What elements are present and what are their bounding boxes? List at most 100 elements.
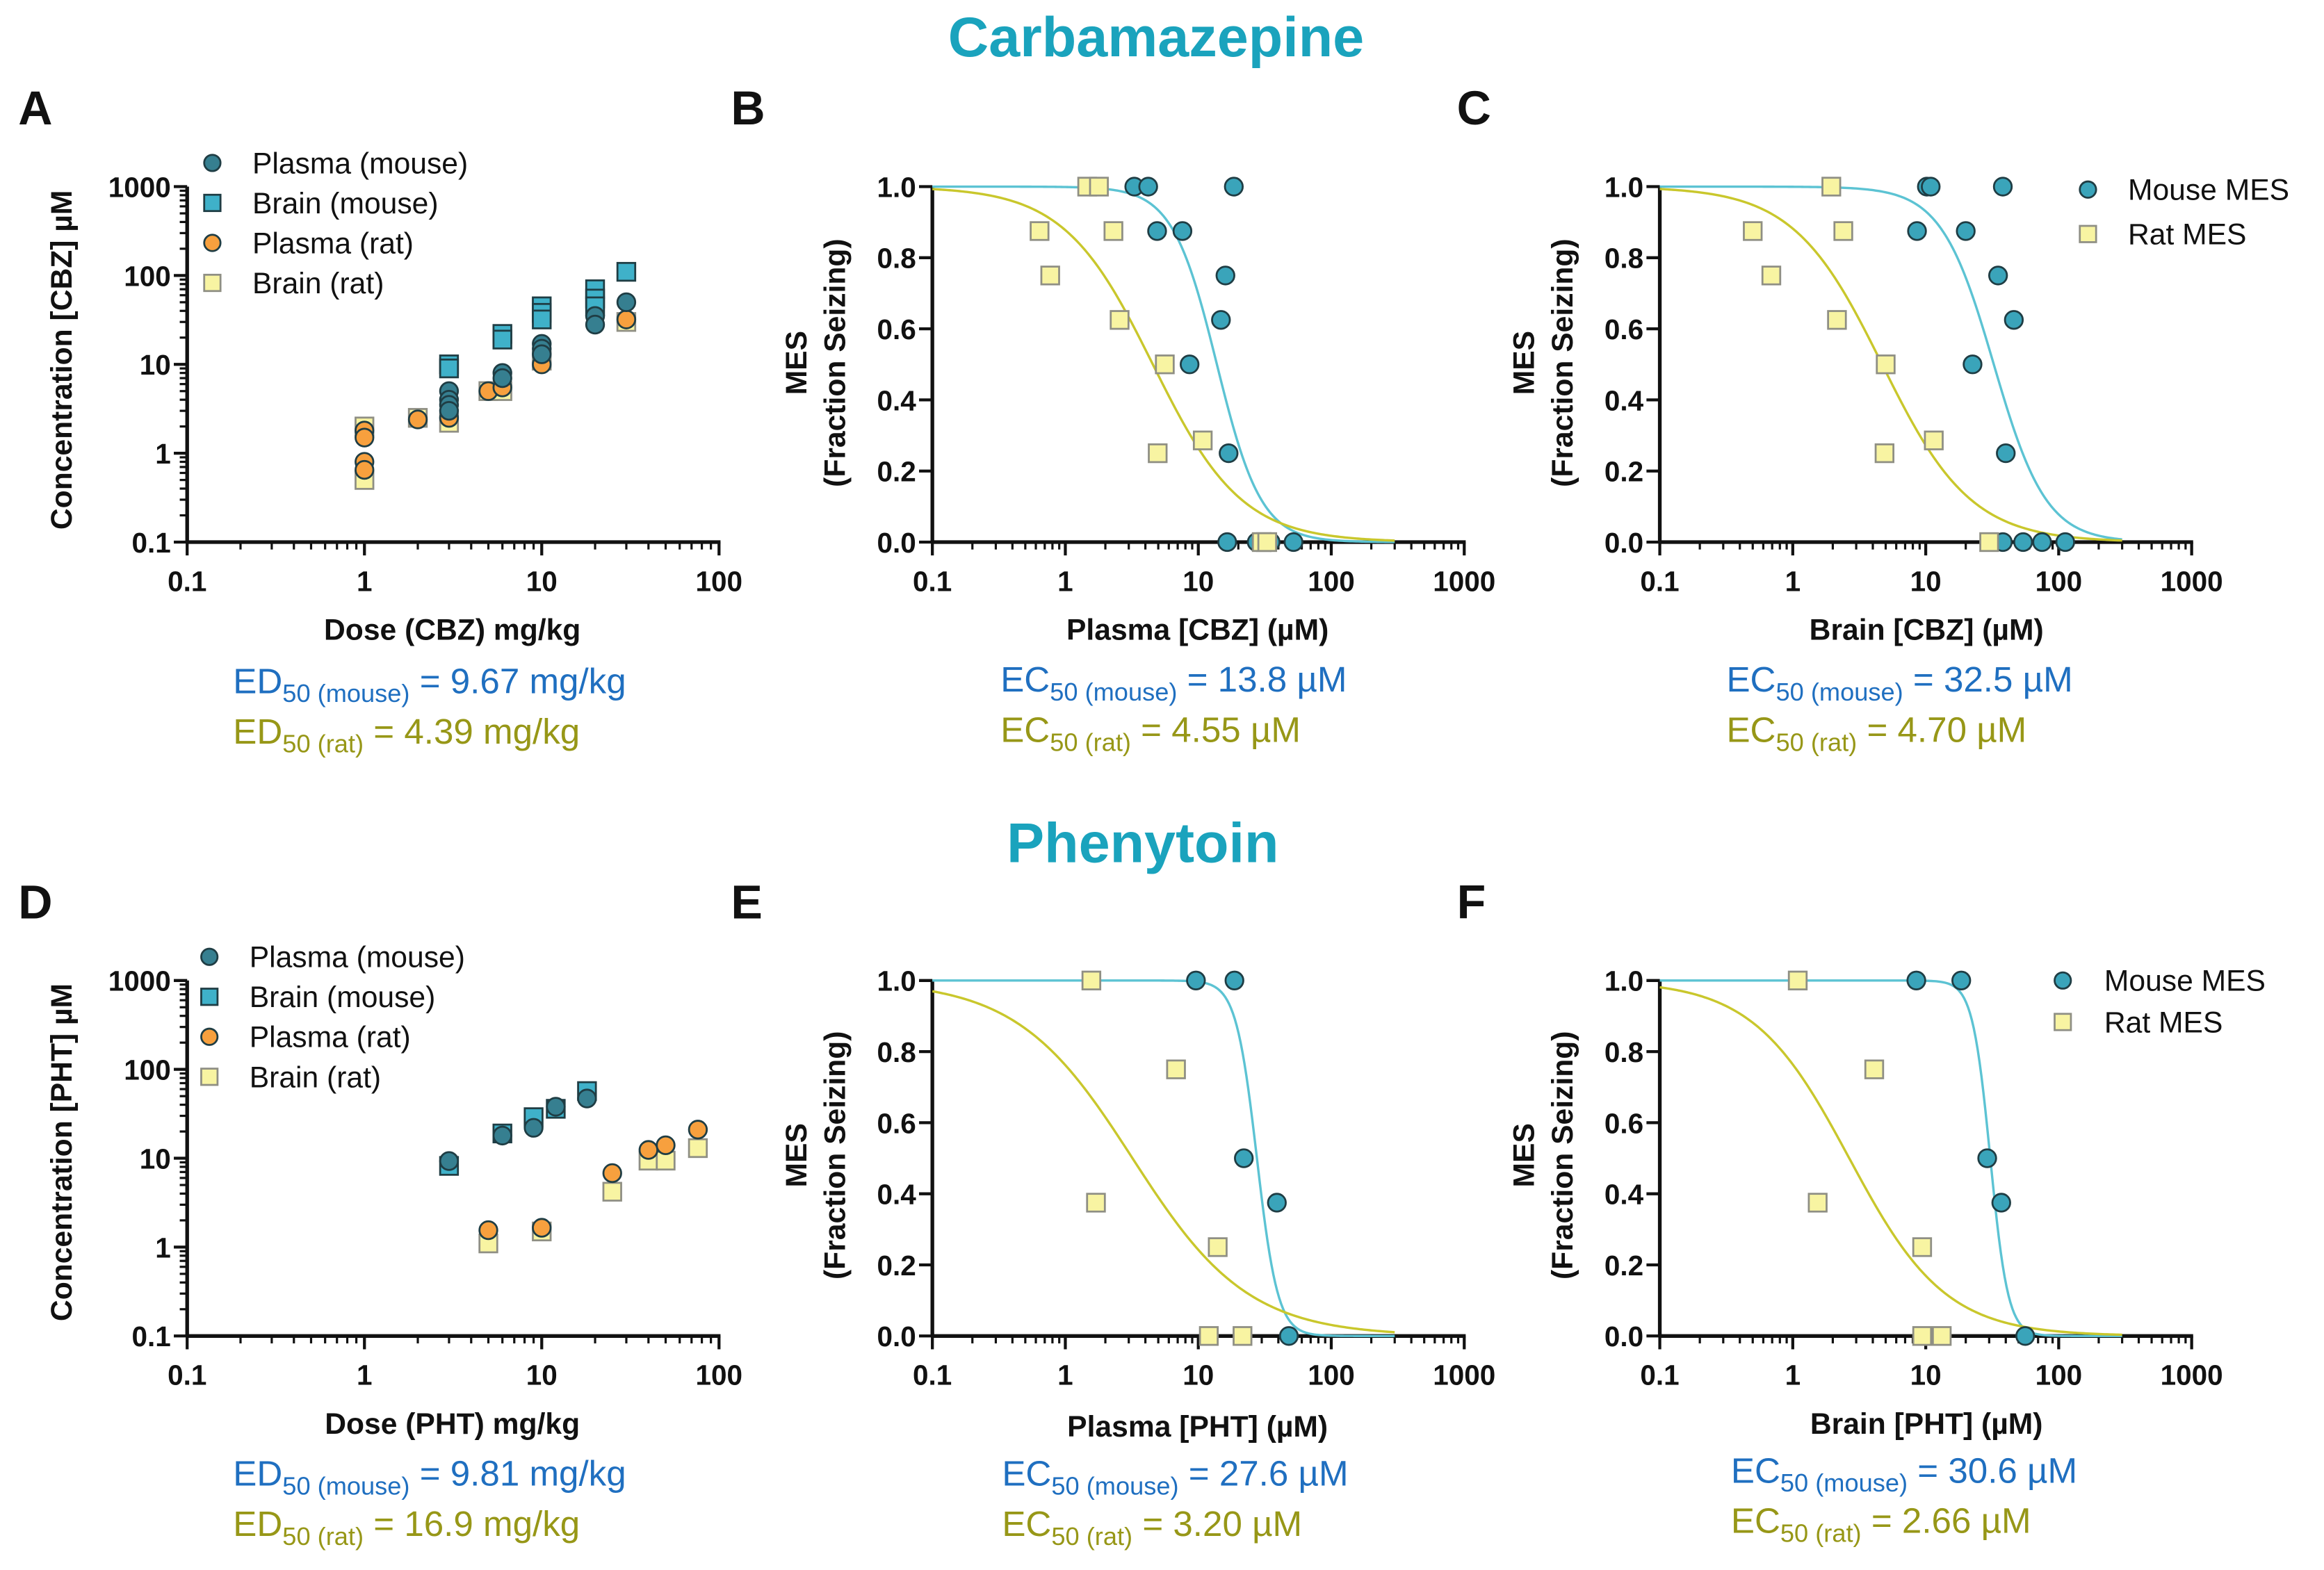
data-point-circle xyxy=(523,1118,544,1138)
data-point-square xyxy=(1821,177,1842,197)
y-tick-label: 0.4 xyxy=(877,384,916,416)
annotation-subscript: 50 (rat) xyxy=(282,1522,364,1551)
annotation-value: = 4.55 µM xyxy=(1131,710,1301,750)
x-tick-label: 100 xyxy=(1308,1359,1355,1391)
data-point-circle xyxy=(1186,970,1206,990)
data-point-circle xyxy=(439,400,460,421)
y-tick-label: 100 xyxy=(124,260,171,292)
y-tick-label: 0.6 xyxy=(1604,1107,1643,1139)
legend-label: Mouse MES xyxy=(2104,965,2266,998)
ec50-annotation: ED50 (rat) = 16.9 mg/kg xyxy=(233,1504,580,1551)
x-axis-label: Dose (PHT) mg/kg xyxy=(325,1407,580,1441)
ec50-annotation: ED50 (mouse) = 9.67 mg/kg xyxy=(233,661,626,708)
data-point-circle xyxy=(1215,265,1235,286)
legend-label: Mouse MES xyxy=(2128,174,2289,207)
legend-marker-square xyxy=(203,273,222,293)
data-point-circle xyxy=(1977,1148,1997,1168)
annotation-subscript: 50 (mouse) xyxy=(1780,1469,1908,1497)
data-point-square xyxy=(1833,221,1853,241)
y-tick-label: 0.4 xyxy=(877,1179,916,1211)
mouse-fit-curve xyxy=(1659,185,2122,541)
y-tick-label: 0.2 xyxy=(1604,456,1643,488)
data-point-circle xyxy=(2032,532,2052,553)
data-point-circle xyxy=(1147,221,1167,241)
legend-marker-circle xyxy=(2079,180,2097,199)
data-point-square xyxy=(1874,443,1895,464)
data-point-square xyxy=(532,309,552,329)
data-point-circle xyxy=(355,427,375,448)
data-point-square xyxy=(1086,1193,1106,1213)
data-point-circle xyxy=(1992,177,2013,197)
data-point-square xyxy=(1257,532,1278,553)
annotation-value: = 16.9 mg/kg xyxy=(364,1504,580,1544)
data-point-circle xyxy=(1267,1193,1287,1213)
data-point-square xyxy=(1166,1059,1186,1079)
annotation-main: EC xyxy=(1726,660,1775,699)
data-point-square xyxy=(1787,970,1808,990)
data-point-square xyxy=(1192,430,1213,450)
data-point-circle xyxy=(478,1220,498,1241)
y-axis-label: (Fraction Seizing) xyxy=(818,238,852,486)
panel-letter: E xyxy=(731,876,762,929)
data-point-circle xyxy=(439,1151,460,1171)
y-tick-label: 0.8 xyxy=(1604,1036,1643,1068)
x-tick-label: 1000 xyxy=(1433,565,1495,597)
rat-fit-curve xyxy=(932,990,1395,1334)
x-tick-label: 0.1 xyxy=(168,1359,206,1391)
legend-label: Brain (rat) xyxy=(252,267,384,300)
data-point-circle xyxy=(577,1088,597,1109)
data-point-circle xyxy=(407,409,428,430)
x-tick-label: 10 xyxy=(526,565,558,597)
x-tick-label: 1 xyxy=(357,565,373,597)
annotation-value: = 3.20 µM xyxy=(1132,1504,1302,1544)
y-tick-label: 0.0 xyxy=(1604,527,1643,559)
data-point-circle xyxy=(616,309,637,329)
data-point-circle xyxy=(1283,532,1303,553)
legend-marker-square xyxy=(200,988,219,1006)
y-axis-label: (Fraction Seizing) xyxy=(818,1031,852,1279)
y-tick-label: 1.0 xyxy=(877,965,916,997)
ec50-annotation: EC50 (rat) = 4.70 µM xyxy=(1726,710,2026,757)
annotation-subscript: 50 (rat) xyxy=(1050,728,1131,756)
data-point-square xyxy=(1110,310,1130,330)
legend-label: Rat MES xyxy=(2128,218,2246,252)
annotation-main: ED xyxy=(233,661,282,701)
legend-marker-circle xyxy=(203,154,222,172)
data-point-circle xyxy=(1224,177,1244,197)
data-point-square xyxy=(1931,1326,1952,1346)
data-point-square xyxy=(602,1181,622,1202)
ec50-annotation: EC50 (mouse) = 13.8 µM xyxy=(1000,660,1347,706)
legend-marker-square xyxy=(2079,224,2097,243)
y-axis-label: MES xyxy=(780,331,813,395)
data-point-square xyxy=(1864,1059,1885,1079)
y-tick-label: 0.4 xyxy=(1604,384,1644,416)
data-point-square xyxy=(1233,1326,1253,1346)
data-point-circle xyxy=(2015,1326,2035,1346)
x-tick-label: 100 xyxy=(1308,565,1355,597)
x-tick-label: 1000 xyxy=(2161,565,2223,597)
y-axis-label: Concentration [PHT] µM xyxy=(45,983,79,1321)
data-point-square xyxy=(1761,265,1782,286)
data-point-circle xyxy=(2004,310,2024,330)
drug-title-phenytoin: Phenytoin xyxy=(1007,812,1278,874)
data-point-circle xyxy=(638,1140,658,1160)
data-point-square xyxy=(688,1138,708,1159)
annotation-value: = 32.5 µM xyxy=(1903,660,2073,699)
legend-marker-circle xyxy=(200,1027,219,1046)
x-tick-label: 0.1 xyxy=(168,565,206,597)
annotation-main: EC xyxy=(1000,710,1050,750)
ec50-annotation: EC50 (mouse) = 32.5 µM xyxy=(1726,660,2072,706)
annotation-main: EC xyxy=(1731,1501,1780,1541)
ec50-annotation: EC50 (mouse) = 27.6 µM xyxy=(1002,1454,1348,1501)
data-point-circle xyxy=(2055,532,2075,553)
data-point-circle xyxy=(1217,532,1237,553)
data-point-square xyxy=(1030,221,1050,241)
y-axis-label: MES xyxy=(1507,1123,1541,1187)
panel-c: C 0.1 1 10 100 1000 0.0 0.2 0.4 0.6 0.8 1.0 Brain [C… xyxy=(1457,82,2289,756)
data-point-circle xyxy=(1907,221,1927,241)
panel-letter: D xyxy=(18,876,52,929)
data-point-circle xyxy=(656,1135,676,1156)
mouse-fit-curve xyxy=(1659,979,2122,1337)
annotation-value: = 27.6 µM xyxy=(1179,1454,1349,1494)
